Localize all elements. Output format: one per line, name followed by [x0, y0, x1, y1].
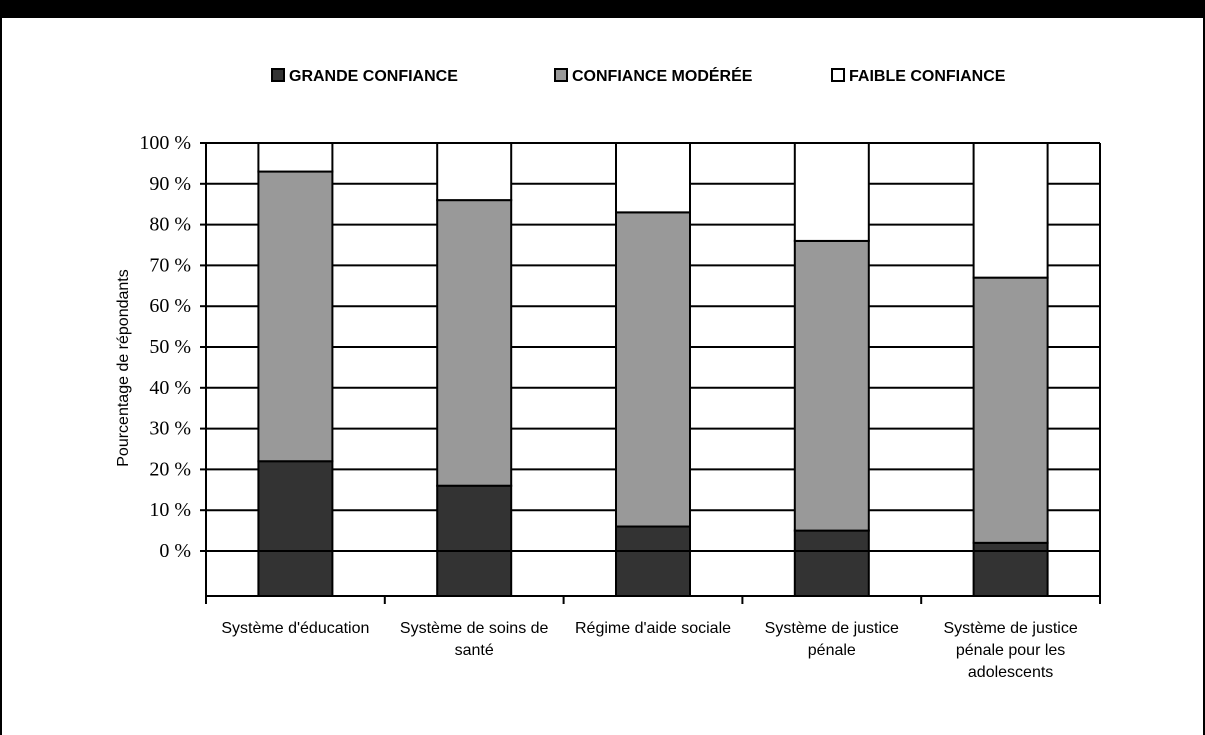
bar-segment	[615, 525, 691, 553]
legend-label: GRANDE CONFIANCE	[289, 68, 458, 85]
bar-base	[257, 550, 334, 597]
y-tick-label: 60 %	[149, 295, 191, 317]
y-tick-label: 20 %	[149, 458, 191, 480]
bar-segment	[615, 142, 691, 214]
y-tick-label: 40 %	[149, 377, 191, 399]
legend-label: FAIBLE CONFIANCE	[849, 68, 1006, 85]
bar-segment	[257, 460, 334, 552]
x-tick-label: Système d'éducation	[221, 620, 369, 637]
y-tick-label: 80 %	[149, 214, 191, 236]
bar-base	[972, 550, 1049, 597]
legend: GRANDE CONFIANCE CONFIANCE MODÉRÉE FAIBLE …	[271, 66, 1006, 85]
bar-segment	[436, 199, 513, 487]
y-tick-label: 100 %	[139, 132, 191, 154]
y-tick-label: 90 %	[149, 173, 191, 195]
y-tick-label: 0 %	[159, 540, 191, 562]
x-tick-label: Système de justice pénale pour les adolesc…	[943, 620, 1077, 681]
bar-segment	[436, 484, 513, 552]
x-tick-label: Régime d'aide sociale	[575, 620, 731, 637]
bar-base	[436, 550, 513, 597]
x-tick-labels: Système d'éducation Système de soins de sa…	[221, 620, 1077, 681]
y-tick-labels: 0 % 10 % 20 % 30 % 40 % 50 % 60 % 70 % 80 % 90 % 1…	[139, 132, 191, 562]
y-tick-label: 10 %	[149, 499, 191, 521]
bar-segment	[615, 211, 691, 528]
legend-swatch	[554, 68, 568, 82]
bar-segment	[257, 170, 334, 463]
bar-segment	[972, 142, 1049, 279]
bar-base	[793, 550, 870, 597]
legend-label: CONFIANCE MODÉRÉE	[572, 66, 753, 85]
y-tick-label: 70 %	[149, 254, 191, 276]
y-axis-title: Pourcentage de répondants	[115, 269, 132, 466]
x-tick-label: Système de justice pénale	[765, 620, 899, 659]
legend-swatch	[271, 68, 285, 82]
bar-segment	[972, 276, 1049, 544]
legend-swatch	[831, 68, 845, 82]
bar-segment	[257, 142, 334, 173]
bar-segment	[436, 142, 513, 202]
bar-segment	[972, 541, 1049, 553]
axes	[200, 142, 1101, 604]
y-tick-label: 30 %	[149, 418, 191, 440]
bar-segment	[793, 239, 870, 532]
bar-segment	[793, 529, 870, 552]
bars	[257, 142, 1049, 597]
top-bar	[0, 0, 1205, 18]
bar-base	[615, 550, 691, 597]
x-tick-label: Système de soins de santé	[400, 620, 549, 659]
bar-segment	[793, 142, 870, 242]
y-tick-label: 50 %	[149, 336, 191, 358]
